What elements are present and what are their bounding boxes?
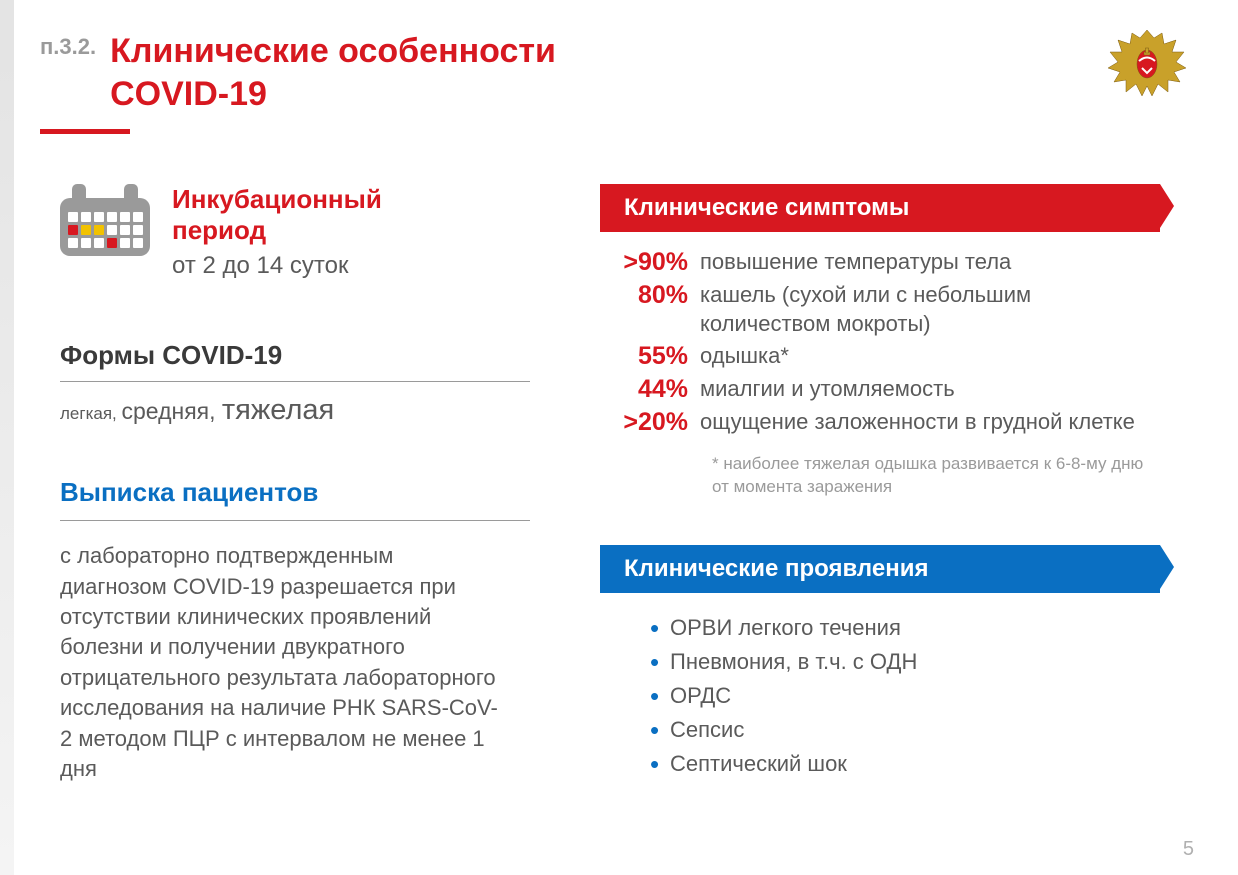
symptoms-list: >90%повышение температуры тела80%кашель …: [600, 248, 1160, 437]
form-light: легкая: [60, 404, 112, 423]
calendar-cell: [133, 212, 143, 222]
symptom-percent: >20%: [600, 408, 700, 437]
symptom-text: повышение температуры тела: [700, 248, 1011, 277]
symptom-text: миалгии и утомляемость: [700, 375, 955, 404]
forms-list: легкая, средняя, тяжелая: [60, 394, 530, 427]
symptom-text: ощущение заложенности в грудной клетке: [700, 408, 1135, 437]
calendar-cell: [120, 212, 130, 222]
symptom-percent: 55%: [600, 342, 700, 371]
symptom-percent: >90%: [600, 248, 700, 277]
manifestation-item: Сепсис: [650, 713, 1160, 747]
symptom-row: 55%одышка*: [600, 342, 1160, 371]
calendar-cell: [120, 238, 130, 248]
manifestations-banner: Клинические проявления: [600, 545, 1160, 593]
slide-container: п.3.2. Клинические особенности COVID-19 …: [0, 0, 1238, 875]
calendar-cell: [94, 238, 104, 248]
calendar-cell: [68, 212, 78, 222]
discharge-text: с лабораторно подтвержденным диагнозом C…: [60, 541, 500, 784]
manifestation-item: ОРВИ легкого течения: [650, 611, 1160, 645]
manifestations-block: Клинические проявления ОРВИ легкого тече…: [600, 545, 1160, 781]
symptom-row: 80%кашель (сухой или с небольшим количес…: [600, 281, 1160, 338]
incubation-block: Инкубационный период от 2 до 14 суток: [60, 184, 530, 280]
symptom-text: одышка*: [700, 342, 789, 371]
calendar-cell: [68, 238, 78, 248]
emblem-logo: [1106, 24, 1188, 121]
forms-block: Формы COVID-19 легкая, средняя, тяжелая: [60, 340, 530, 427]
form-medium: средняя: [122, 398, 210, 424]
header: п.3.2. Клинические особенности COVID-19: [40, 30, 1178, 115]
calendar-cell: [120, 225, 130, 235]
calendar-cell: [81, 225, 91, 235]
calendar-cell: [107, 212, 117, 222]
calendar-cell: [81, 212, 91, 222]
calendar-icon: [60, 184, 150, 256]
symptom-percent: 44%: [600, 375, 700, 404]
symptom-row: >90%повышение температуры тела: [600, 248, 1160, 277]
manifestation-item: Септический шок: [650, 747, 1160, 781]
symptom-text: кашель (сухой или с небольшим количество…: [700, 281, 1160, 338]
symptoms-banner: Клинические симптомы: [600, 184, 1160, 232]
discharge-title: Выписка пациентов: [60, 477, 530, 521]
calendar-cell: [133, 225, 143, 235]
calendar-cell: [94, 212, 104, 222]
title-line1: Клинические особенности: [110, 32, 556, 70]
form-severe: тяжелая: [222, 394, 334, 426]
calendar-cell: [133, 238, 143, 248]
calendar-cell: [107, 225, 117, 235]
page-number: 5: [1183, 838, 1194, 861]
discharge-block: Выписка пациентов с лабораторно подтверж…: [60, 477, 530, 784]
title-line2: COVID-19: [110, 75, 267, 113]
section-number: п.3.2.: [40, 34, 96, 60]
manifestations-list: ОРВИ легкого теченияПневмония, в т.ч. с …: [650, 611, 1160, 781]
calendar-cell: [107, 238, 117, 248]
calendar-cell: [81, 238, 91, 248]
calendar-cell: [68, 225, 78, 235]
manifestation-item: ОРДС: [650, 679, 1160, 713]
symptom-percent: 80%: [600, 281, 700, 310]
symptom-row: 44%миалгии и утомляемость: [600, 375, 1160, 404]
incubation-subtitle: от 2 до 14 суток: [172, 252, 382, 280]
title-underline: [40, 129, 130, 134]
page-title: Клинические особенности COVID-19: [110, 30, 556, 115]
manifestation-item: Пневмония, в т.ч. с ОДН: [650, 645, 1160, 679]
forms-title: Формы COVID-19: [60, 340, 530, 382]
symptoms-footnote: * наиболее тяжелая одышка развивается к …: [712, 453, 1160, 499]
incubation-title: Инкубационный период: [172, 184, 382, 246]
symptom-row: >20%ощущение заложенности в грудной клет…: [600, 408, 1160, 437]
calendar-cell: [94, 225, 104, 235]
